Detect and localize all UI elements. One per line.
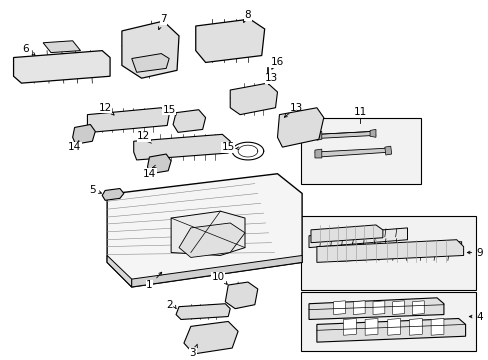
- Text: 9: 9: [475, 248, 482, 257]
- Polygon shape: [365, 319, 377, 335]
- Polygon shape: [333, 301, 345, 315]
- Bar: [301, 216, 475, 290]
- Polygon shape: [107, 256, 131, 287]
- Polygon shape: [372, 301, 384, 315]
- Text: 1: 1: [146, 280, 152, 290]
- Polygon shape: [195, 19, 264, 62]
- Polygon shape: [173, 110, 205, 132]
- Polygon shape: [277, 108, 323, 147]
- Text: 5: 5: [89, 185, 96, 195]
- Polygon shape: [310, 225, 382, 243]
- Polygon shape: [343, 319, 356, 335]
- Polygon shape: [411, 301, 424, 315]
- Polygon shape: [14, 51, 110, 83]
- Polygon shape: [73, 125, 95, 144]
- Text: 8: 8: [244, 10, 251, 20]
- Polygon shape: [131, 256, 302, 287]
- Polygon shape: [225, 282, 257, 309]
- Polygon shape: [316, 319, 465, 342]
- Polygon shape: [384, 146, 391, 155]
- Polygon shape: [171, 211, 244, 256]
- Text: 15: 15: [162, 105, 175, 115]
- Text: 11: 11: [353, 107, 366, 117]
- Polygon shape: [147, 154, 171, 174]
- Text: 6: 6: [22, 44, 29, 54]
- Polygon shape: [353, 301, 365, 315]
- Text: 4: 4: [475, 311, 482, 321]
- Polygon shape: [314, 148, 390, 157]
- Text: 2: 2: [165, 300, 172, 310]
- Text: 14: 14: [142, 169, 156, 179]
- Text: 12: 12: [137, 131, 150, 141]
- Polygon shape: [102, 189, 123, 200]
- Polygon shape: [369, 129, 375, 137]
- Polygon shape: [133, 134, 230, 160]
- Polygon shape: [176, 304, 230, 319]
- Polygon shape: [179, 223, 244, 257]
- Polygon shape: [314, 149, 321, 158]
- Polygon shape: [131, 54, 169, 72]
- Polygon shape: [430, 319, 443, 335]
- Polygon shape: [316, 240, 463, 262]
- Text: 16: 16: [270, 58, 284, 67]
- Text: 12: 12: [98, 103, 112, 113]
- Polygon shape: [316, 131, 321, 140]
- Polygon shape: [87, 108, 169, 132]
- Polygon shape: [122, 21, 179, 78]
- Polygon shape: [308, 228, 407, 248]
- Polygon shape: [387, 319, 400, 335]
- Polygon shape: [308, 298, 443, 319]
- Polygon shape: [230, 83, 277, 114]
- Polygon shape: [408, 319, 422, 335]
- Text: 7: 7: [160, 14, 166, 24]
- Polygon shape: [183, 321, 238, 354]
- Polygon shape: [263, 100, 271, 106]
- Bar: [301, 292, 475, 351]
- Polygon shape: [43, 41, 81, 53]
- Polygon shape: [338, 242, 461, 261]
- Text: 13: 13: [289, 103, 302, 113]
- Text: 15: 15: [221, 142, 234, 152]
- Bar: [301, 118, 421, 184]
- Text: 3: 3: [189, 348, 196, 358]
- Polygon shape: [392, 301, 404, 315]
- Text: 13: 13: [264, 73, 278, 83]
- Polygon shape: [316, 131, 375, 138]
- Text: 14: 14: [68, 142, 81, 152]
- Text: 10: 10: [211, 272, 224, 282]
- Polygon shape: [107, 174, 302, 287]
